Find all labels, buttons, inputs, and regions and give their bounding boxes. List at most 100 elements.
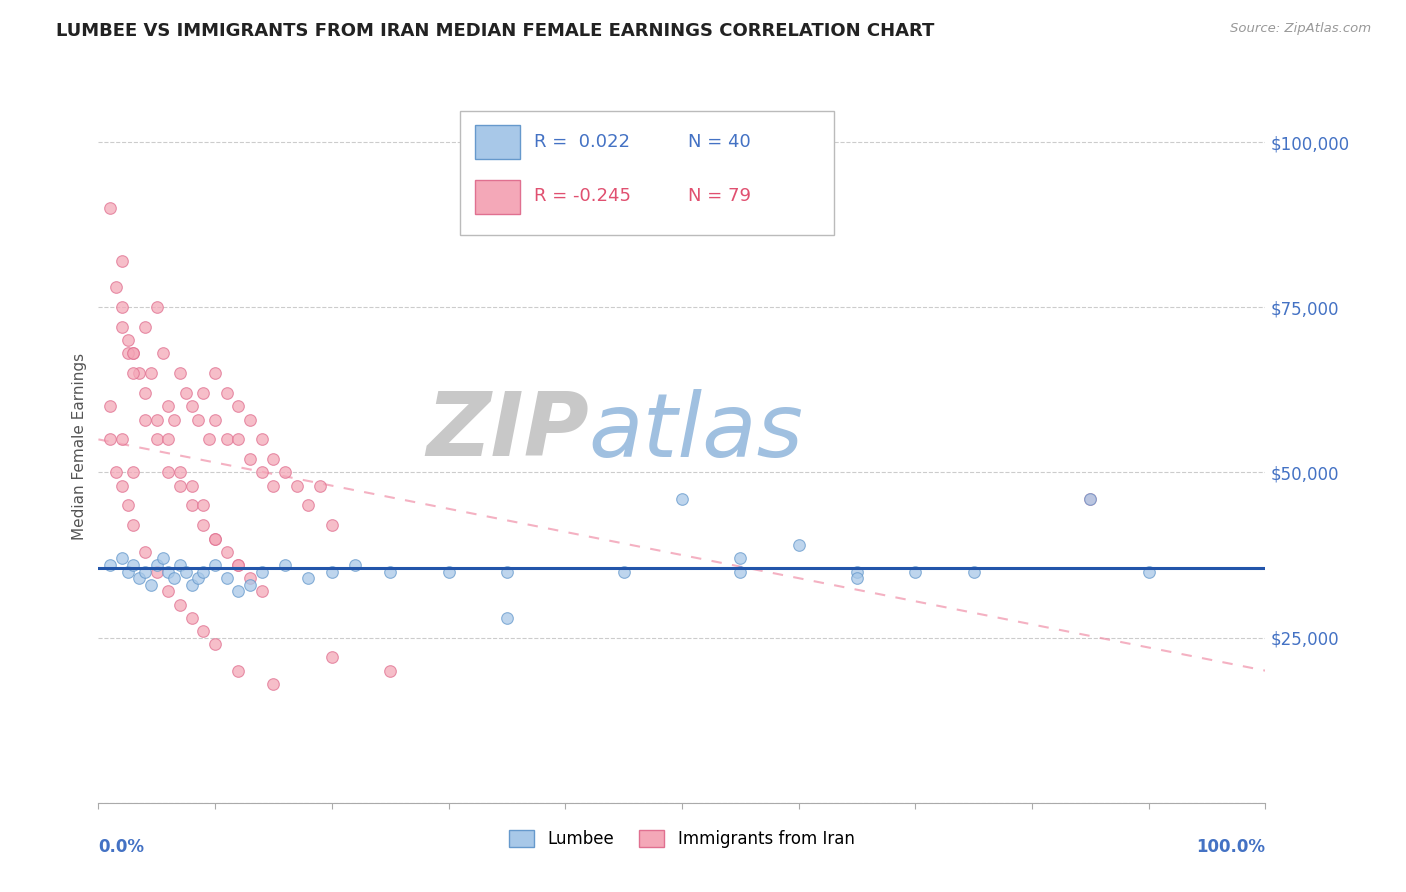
Point	[204, 532, 226, 546]
FancyBboxPatch shape	[460, 111, 834, 235]
Point	[321, 650, 343, 665]
Point	[157, 584, 180, 599]
Text: 0.0%: 0.0%	[98, 838, 145, 856]
Point	[98, 433, 121, 447]
Legend: Lumbee, Immigrants from Iran: Lumbee, Immigrants from Iran	[502, 823, 862, 855]
Y-axis label: Median Female Earnings: Median Female Earnings	[72, 352, 87, 540]
Point	[117, 333, 139, 347]
Point	[228, 558, 250, 572]
Text: 100.0%: 100.0%	[1197, 838, 1265, 856]
Point	[128, 571, 150, 585]
Point	[134, 412, 156, 426]
Point	[98, 400, 121, 414]
Point	[146, 558, 169, 572]
Point	[146, 433, 169, 447]
Point	[111, 254, 134, 268]
Point	[671, 491, 693, 506]
Point	[193, 386, 215, 401]
Point	[204, 532, 226, 546]
Point	[274, 466, 297, 480]
Point	[215, 433, 238, 447]
Point	[730, 565, 752, 579]
Point	[380, 664, 402, 678]
Point	[228, 584, 250, 599]
Point	[139, 578, 162, 592]
Point	[204, 367, 226, 381]
Point	[122, 367, 145, 381]
Point	[787, 538, 810, 552]
Point	[157, 400, 180, 414]
Point	[1137, 565, 1160, 579]
Point	[180, 578, 202, 592]
Text: ZIP: ZIP	[426, 388, 589, 475]
Point	[239, 578, 262, 592]
Point	[169, 478, 191, 492]
Point	[496, 565, 519, 579]
Point	[198, 433, 221, 447]
Point	[152, 551, 174, 566]
Point	[134, 545, 156, 559]
Point	[239, 452, 262, 467]
Point	[730, 551, 752, 566]
Point	[228, 400, 250, 414]
Point	[122, 346, 145, 360]
Point	[262, 478, 284, 492]
Point	[146, 300, 169, 314]
Point	[134, 320, 156, 334]
Point	[344, 558, 367, 572]
Point	[187, 412, 209, 426]
Point	[157, 433, 180, 447]
Point	[228, 664, 250, 678]
Point	[321, 518, 343, 533]
Point	[134, 386, 156, 401]
Point	[187, 571, 209, 585]
Point	[180, 611, 202, 625]
Point	[297, 499, 319, 513]
Point	[174, 565, 197, 579]
Point	[215, 571, 238, 585]
Point	[193, 499, 215, 513]
Text: R =  0.022: R = 0.022	[534, 133, 630, 151]
Point	[285, 478, 308, 492]
Text: LUMBEE VS IMMIGRANTS FROM IRAN MEDIAN FEMALE EARNINGS CORRELATION CHART: LUMBEE VS IMMIGRANTS FROM IRAN MEDIAN FE…	[56, 22, 935, 40]
Point	[122, 558, 145, 572]
Text: R = -0.245: R = -0.245	[534, 187, 631, 205]
Point	[122, 466, 145, 480]
Point	[122, 346, 145, 360]
Point	[117, 499, 139, 513]
Point	[613, 565, 636, 579]
Point	[309, 478, 332, 492]
Point	[250, 584, 273, 599]
Point	[180, 478, 202, 492]
Point	[846, 571, 869, 585]
Point	[496, 611, 519, 625]
Point	[111, 551, 134, 566]
Text: Source: ZipAtlas.com: Source: ZipAtlas.com	[1230, 22, 1371, 36]
Point	[262, 452, 284, 467]
Point	[250, 565, 273, 579]
Point	[128, 367, 150, 381]
Point	[962, 565, 984, 579]
Point	[157, 466, 180, 480]
Point	[98, 558, 121, 572]
Point	[111, 300, 134, 314]
Point	[134, 565, 156, 579]
Point	[204, 412, 226, 426]
FancyBboxPatch shape	[475, 180, 520, 214]
Point	[146, 412, 169, 426]
Point	[169, 367, 191, 381]
Point	[152, 346, 174, 360]
Point	[262, 677, 284, 691]
Text: N = 79: N = 79	[688, 187, 751, 205]
Point	[104, 466, 127, 480]
Point	[204, 558, 226, 572]
Point	[228, 433, 250, 447]
Point	[157, 565, 180, 579]
Point	[180, 400, 202, 414]
Point	[1080, 491, 1102, 506]
Text: atlas: atlas	[589, 389, 803, 475]
Point	[193, 565, 215, 579]
Point	[193, 624, 215, 638]
Point	[169, 598, 191, 612]
Point	[215, 386, 238, 401]
